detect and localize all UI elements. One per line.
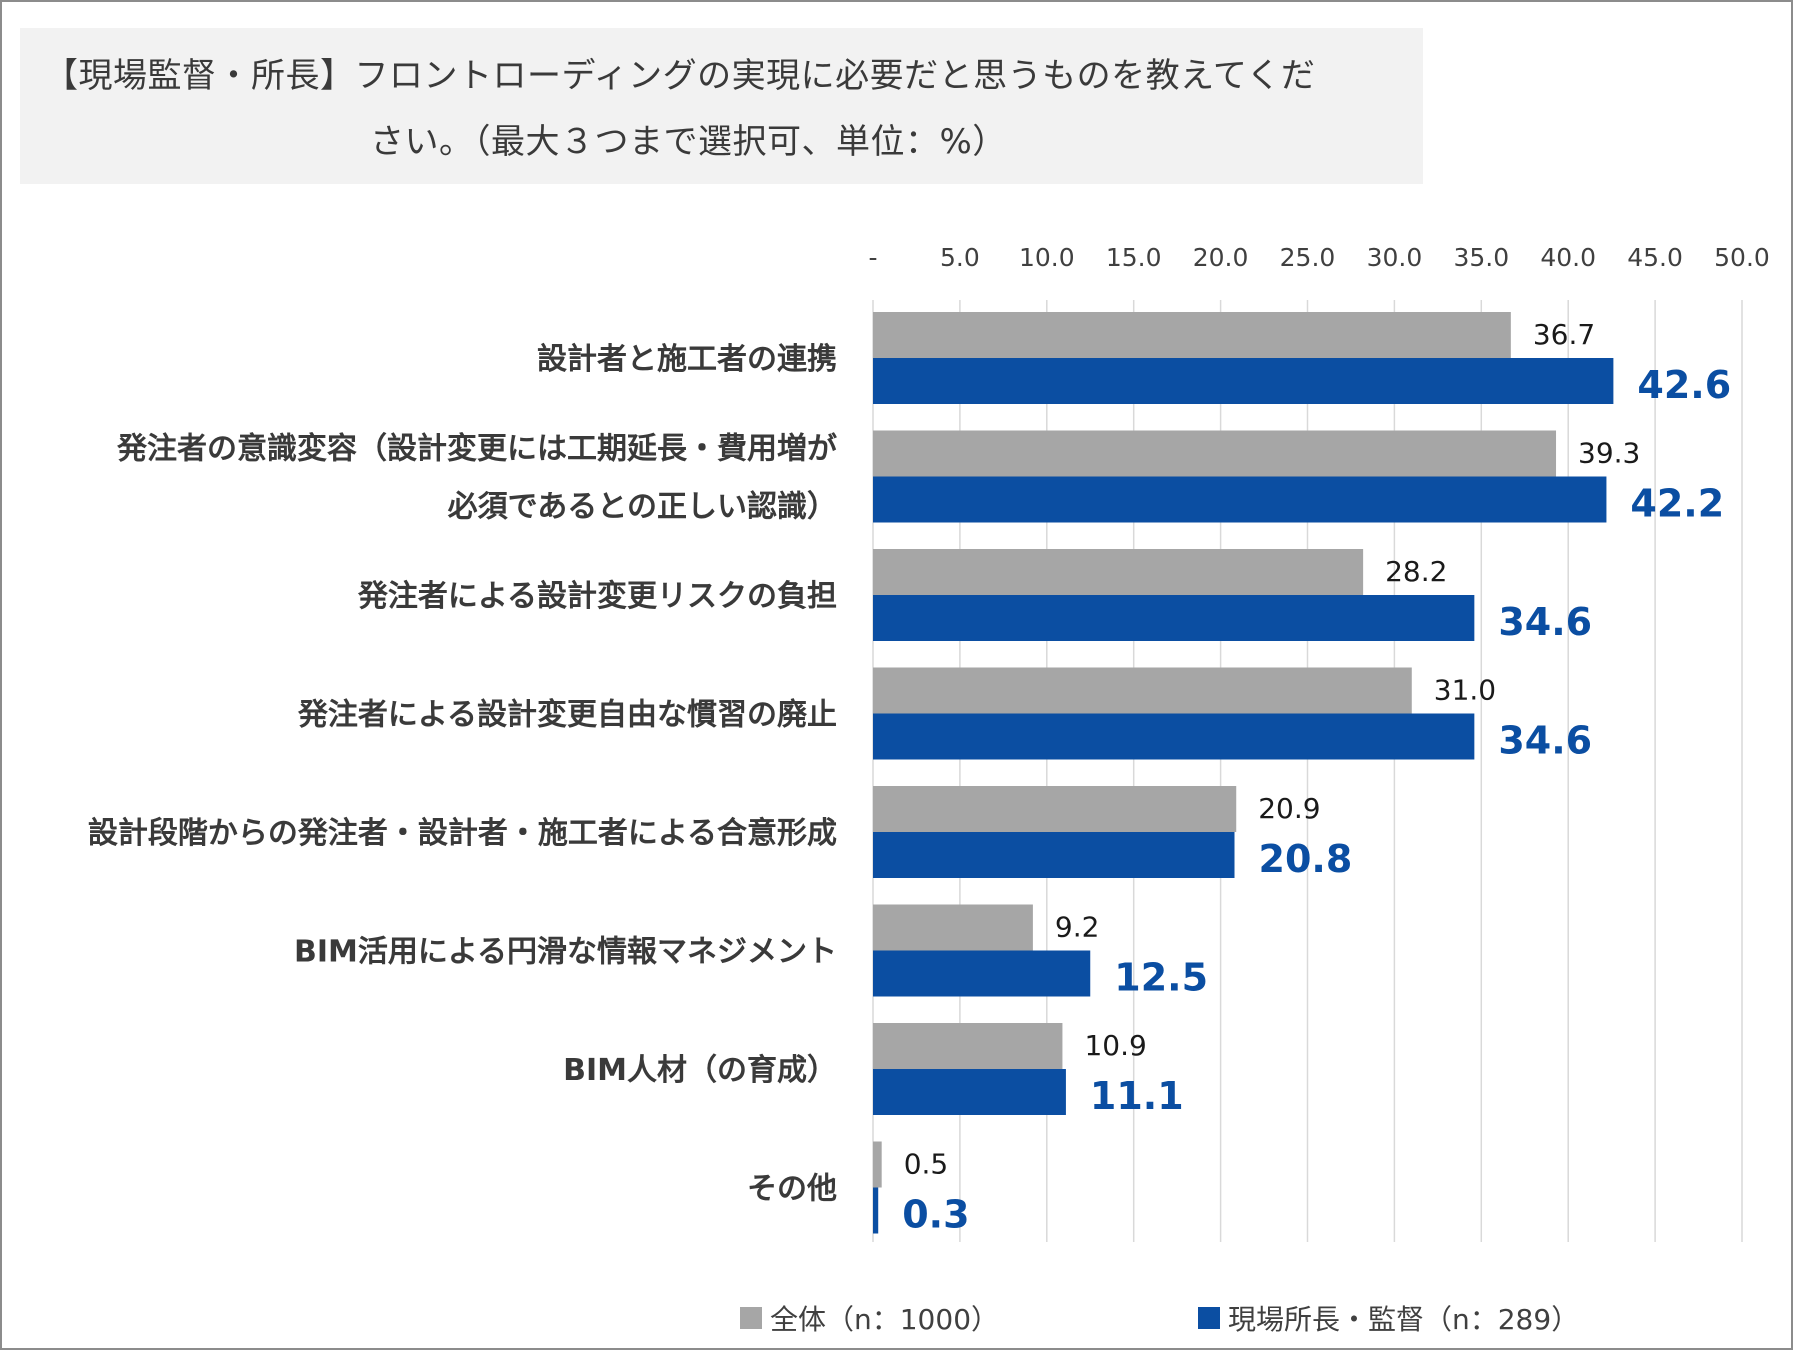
bar-all — [873, 904, 1033, 951]
x-tick-label: 25.0 — [1280, 243, 1336, 272]
bar-all — [873, 667, 1412, 714]
bar-all — [873, 1023, 1063, 1069]
bar-site-manager — [873, 713, 1475, 760]
bar-site-manager — [873, 832, 1235, 878]
category-label: BIM人材（の育成） — [563, 1053, 837, 1088]
data-label-site-manager: 11.1 — [1090, 1074, 1184, 1118]
bar-site-manager — [873, 950, 1091, 997]
data-label-site-manager: 34.6 — [1498, 600, 1592, 644]
data-label-all: 9.2 — [1055, 911, 1100, 944]
data-label-site-manager: 12.5 — [1114, 956, 1208, 1000]
legend-item-site-manager: 現場所長・監督（n：289） — [1198, 1298, 1579, 1338]
category-label: 必須であるとの正しい認識） — [448, 490, 837, 525]
data-label-all: 36.7 — [1533, 318, 1595, 351]
category-label: 発注者の意識変容（設計変更には工期延長・費用増が — [116, 432, 837, 467]
x-tick-label: - — [868, 243, 877, 272]
x-tick-label: 35.0 — [1453, 243, 1509, 272]
data-label-all: 20.9 — [1258, 792, 1320, 825]
data-label-all: 39.3 — [1578, 437, 1640, 470]
bar-all — [873, 430, 1557, 477]
legend-label-all: 全体（n：1000） — [770, 1303, 1000, 1336]
x-tick-label: 10.0 — [1019, 243, 1075, 272]
data-label-site-manager: 34.6 — [1498, 719, 1592, 763]
chart-title-line-2: さい。（最大３つまで選択可、単位：%） — [370, 122, 1007, 162]
chart-title-box: 【現場監督・所長】フロントローディングの実現に必要だと思うものを教えてくだ さい… — [20, 28, 1423, 184]
bar-site-manager — [873, 595, 1475, 641]
data-label-all: 10.9 — [1084, 1029, 1146, 1062]
data-label-all: 31.0 — [1434, 674, 1496, 707]
data-label-site-manager: 20.8 — [1259, 837, 1353, 881]
data-label-site-manager: 42.6 — [1637, 363, 1731, 407]
x-tick-label: 50.0 — [1714, 243, 1770, 272]
category-label: 発注者による設計変更リスクの負担 — [357, 579, 837, 614]
category-label: 設計段階からの発注者・設計者・施工者による合意形成 — [88, 816, 837, 851]
bar-all — [873, 549, 1364, 595]
bar-site-manager — [873, 476, 1607, 523]
legend-swatch-site-manager — [1198, 1307, 1220, 1329]
category-label: 設計者と施工者の連携 — [537, 342, 837, 377]
x-tick-label: 20.0 — [1193, 243, 1249, 272]
bar-all — [873, 312, 1511, 358]
category-label: その他 — [747, 1172, 837, 1207]
category-label: 発注者による設計変更自由な慣習の廃止 — [297, 698, 837, 733]
data-label-site-manager: 42.2 — [1630, 482, 1724, 526]
bar-all — [873, 1141, 882, 1188]
data-label-all: 28.2 — [1385, 555, 1447, 588]
bar-site-manager — [873, 1187, 879, 1234]
bar-site-manager — [873, 1069, 1066, 1115]
data-label-all: 0.5 — [904, 1148, 949, 1181]
x-tick-label: 40.0 — [1540, 243, 1596, 272]
data-label-site-manager: 0.3 — [902, 1193, 969, 1237]
x-tick-label: 5.0 — [940, 243, 980, 272]
x-tick-label: 15.0 — [1106, 243, 1162, 272]
x-tick-label: 30.0 — [1367, 243, 1423, 272]
legend-label-site-manager: 現場所長・監督（n：289） — [1228, 1303, 1580, 1336]
bar-all — [873, 786, 1237, 832]
category-label: BIM活用による円滑な情報マネジメント — [294, 935, 837, 970]
legend-item-all: 全体（n：1000） — [740, 1298, 999, 1338]
x-tick-label: 45.0 — [1627, 243, 1683, 272]
legend-swatch-all — [740, 1307, 762, 1329]
bar-site-manager — [873, 358, 1614, 404]
chart-title-line-1: 【現場監督・所長】フロントローディングの実現に必要だと思うものを教えてくだ — [44, 56, 1316, 96]
